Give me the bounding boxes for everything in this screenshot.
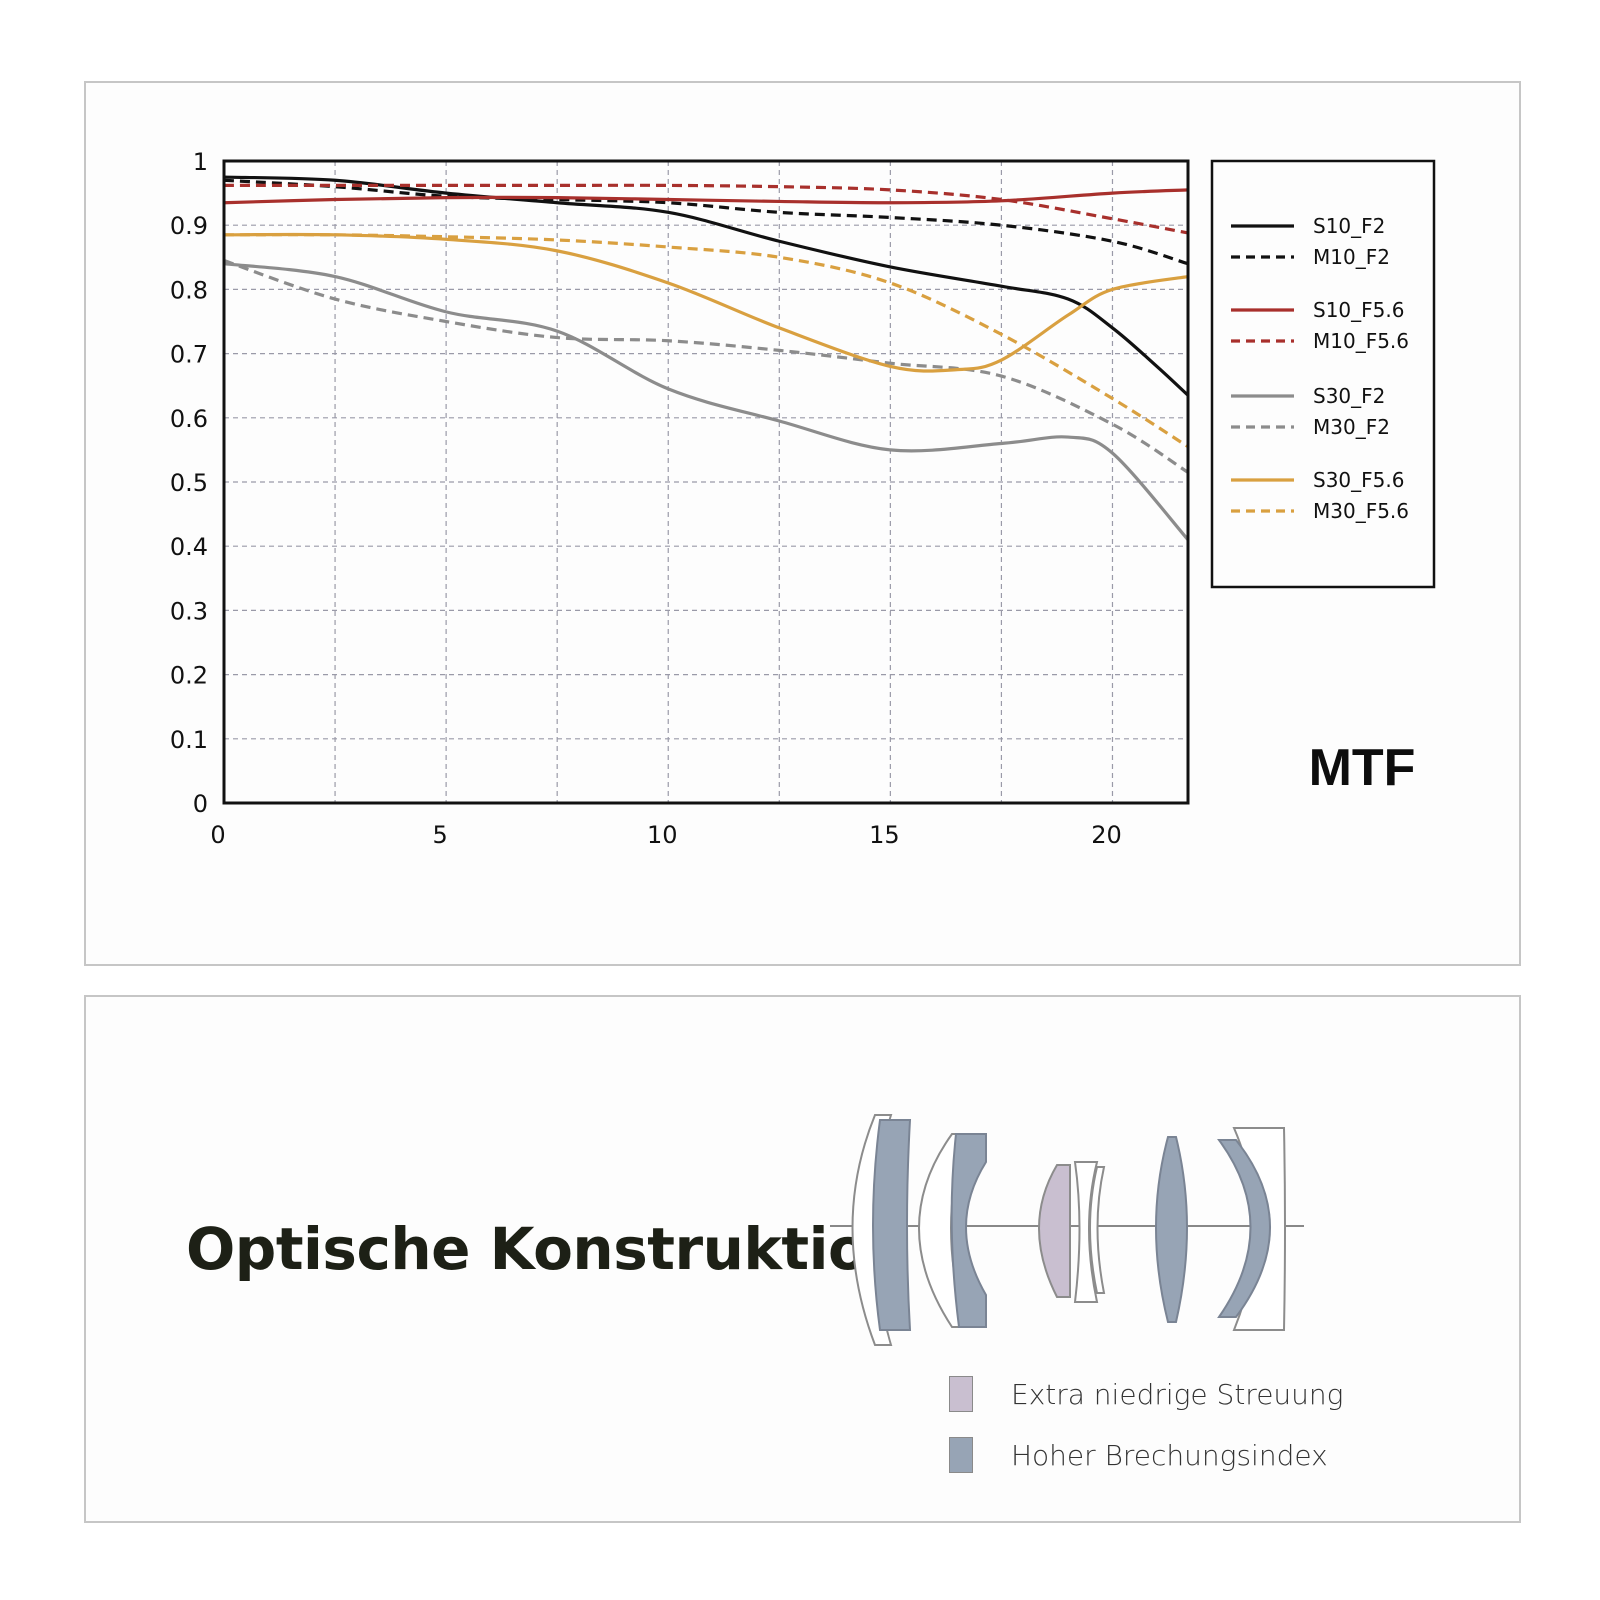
optics-panel: Optische Konstruktion Extra niedrige Str… [84, 995, 1521, 1523]
lens-diagram [830, 1114, 1304, 1346]
series-line-s30-f5-6 [223, 232, 1189, 373]
lens-element-5 [1038, 1164, 1071, 1298]
y-tick-label: 0 [193, 790, 208, 818]
x-tick-label: 5 [432, 821, 447, 849]
legend-label-s10-f2: S10_F2 [1313, 214, 1385, 238]
legend-label-s30-f5-6: S30_F5.6 [1313, 468, 1404, 492]
chart-title: MTF [1309, 739, 1416, 797]
legend: S10_F2 M10_F2 S10_F5.6 M10_F5.6 S30_F2 M30_F2… [1210, 159, 1436, 589]
lens-element-6 [1073, 1161, 1099, 1303]
optics-title: Optische Konstruktion [186, 1215, 909, 1283]
legend-item-hr-glass: Hoher Brechungsindex [949, 1437, 1509, 1477]
mtf-chart: 0 0.1 0.2 0.3 0.4 0.5 0.6 0.7 0.8 0.9 1 0 5 10 15 20 S… [170, 148, 1436, 849]
mtf-panel: 0 0.1 0.2 0.3 0.4 0.5 0.6 0.7 0.8 0.9 1 0 5 10 15 20 S… [84, 81, 1521, 966]
lens-element-7 [1089, 1166, 1106, 1294]
y-tick-label: 0.6 [170, 405, 208, 433]
legend-box [1210, 159, 1436, 589]
series-line-s10-f2 [223, 175, 1190, 397]
series-line-m10-f5-6 [224, 183, 1189, 235]
y-tick-label: 0.7 [170, 341, 208, 369]
series-line-m30-f5-6 [223, 233, 1189, 449]
ed-glass-label: Extra niedrige Streuung [1011, 1378, 1344, 1411]
hr-glass-label: Hoher Brechungsindex [1011, 1439, 1328, 1472]
hr-glass-swatch [949, 1437, 973, 1473]
x-axis-ticks: 0 5 10 15 20 [210, 821, 1121, 849]
y-tick-label: 0.2 [170, 662, 208, 690]
legend-label-m30-f5-6: M30_F5.6 [1313, 499, 1409, 523]
legend-item-ed-glass: Extra niedrige Streuung [949, 1376, 1509, 1416]
ed-glass-swatch [949, 1376, 973, 1412]
y-axis-ticks: 0 0.1 0.2 0.3 0.4 0.5 0.6 0.7 0.8 0.9 1 [170, 148, 208, 818]
x-tick-label: 10 [647, 821, 678, 849]
y-tick-label: 0.8 [170, 276, 208, 304]
lens-element-4 [950, 1133, 987, 1328]
x-tick-label: 0 [210, 821, 225, 849]
y-tick-label: 1 [193, 148, 208, 176]
chart-grid [224, 161, 1188, 803]
legend-label-m10-f2: M10_F2 [1313, 245, 1390, 269]
y-tick-label: 0.3 [170, 597, 208, 625]
series-line-m10-f2 [223, 178, 1189, 266]
y-tick-label: 0.5 [170, 469, 208, 497]
chart-series [223, 175, 1190, 541]
legend-label-m30-f2: M30_F2 [1313, 415, 1390, 439]
lens-element-8 [1155, 1136, 1188, 1323]
x-tick-label: 15 [869, 821, 900, 849]
y-tick-label: 0.4 [170, 533, 208, 561]
x-tick-label: 20 [1091, 821, 1122, 849]
legend-label-m10-f5-6: M10_F5.6 [1313, 329, 1409, 353]
series-line-s30-f2 [223, 262, 1190, 541]
legend-label-s10-f5-6: S10_F5.6 [1313, 298, 1404, 322]
y-tick-label: 0.1 [170, 726, 208, 754]
legend-label-s30-f2: S30_F2 [1313, 384, 1385, 408]
y-tick-label: 0.9 [170, 212, 208, 240]
lens-element-2 [872, 1119, 912, 1331]
series-line-s10-f5-6 [223, 188, 1189, 205]
plot-frame [222, 159, 1190, 805]
lens-element-10 [1217, 1139, 1271, 1318]
